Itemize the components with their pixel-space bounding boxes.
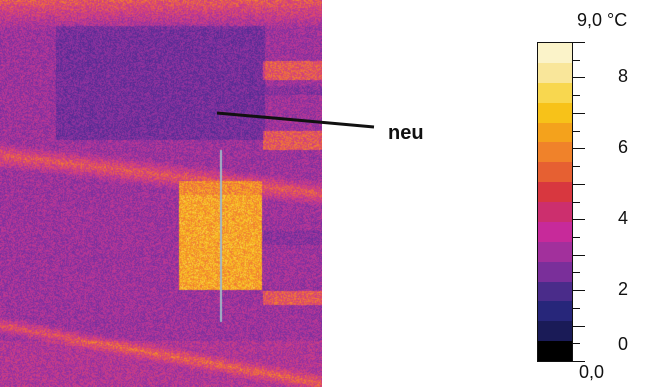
colorbar-tick bbox=[573, 325, 585, 327]
colorbar-tick bbox=[573, 219, 585, 221]
temperature-colorbar bbox=[537, 42, 573, 362]
colorbar-tick bbox=[573, 236, 580, 238]
tick-label-0: 0 bbox=[618, 334, 629, 354]
colorbar-tick bbox=[573, 307, 580, 309]
colorbar-band bbox=[538, 321, 572, 342]
colorbar-band bbox=[538, 221, 572, 242]
colorbar-tick bbox=[573, 201, 580, 203]
colorbar-band bbox=[538, 122, 572, 143]
colorbar-tick bbox=[573, 361, 585, 362]
colorbar-band bbox=[538, 281, 572, 302]
colorbar-tick bbox=[573, 112, 585, 114]
colorbar-tick bbox=[573, 166, 580, 168]
colorbar-tick bbox=[573, 95, 580, 97]
colorbar-band bbox=[538, 142, 572, 163]
colorbar-tick bbox=[573, 130, 580, 132]
colorbar-tick bbox=[573, 183, 585, 185]
thermal-image bbox=[0, 0, 322, 387]
colorbar-tick bbox=[573, 148, 585, 150]
colorbar-band bbox=[538, 43, 572, 63]
colorbar-band bbox=[538, 301, 572, 322]
colorbar-band bbox=[538, 62, 572, 83]
colorbar-ticks bbox=[573, 42, 587, 362]
colorbar-band bbox=[538, 162, 572, 183]
tick-label-8: 8 bbox=[618, 66, 629, 86]
colorbar-tick bbox=[573, 272, 580, 274]
colorbar-tick bbox=[573, 59, 580, 61]
colorbar-tick bbox=[573, 343, 580, 345]
colorbar-band bbox=[538, 182, 572, 202]
colorbar-band bbox=[538, 82, 572, 103]
colorbar-band bbox=[538, 341, 572, 361]
colorbar-tick bbox=[573, 77, 585, 79]
colorbar-tick bbox=[573, 290, 585, 292]
colorbar-band bbox=[538, 241, 572, 262]
colorbar-band bbox=[538, 202, 572, 222]
tick-label-6: 6 bbox=[618, 137, 629, 157]
colorbar-band bbox=[538, 102, 572, 123]
scale-max-label: 9,0 °C bbox=[577, 10, 628, 30]
colorbar-band bbox=[538, 261, 572, 282]
colorbar-tick bbox=[573, 42, 585, 43]
tick-label-2: 2 bbox=[618, 279, 629, 299]
annotation-label-neu: neu bbox=[388, 122, 424, 144]
tick-label-4: 4 bbox=[618, 208, 629, 228]
scale-min-label: 0,0 bbox=[579, 362, 605, 382]
colorbar-tick bbox=[573, 254, 585, 256]
